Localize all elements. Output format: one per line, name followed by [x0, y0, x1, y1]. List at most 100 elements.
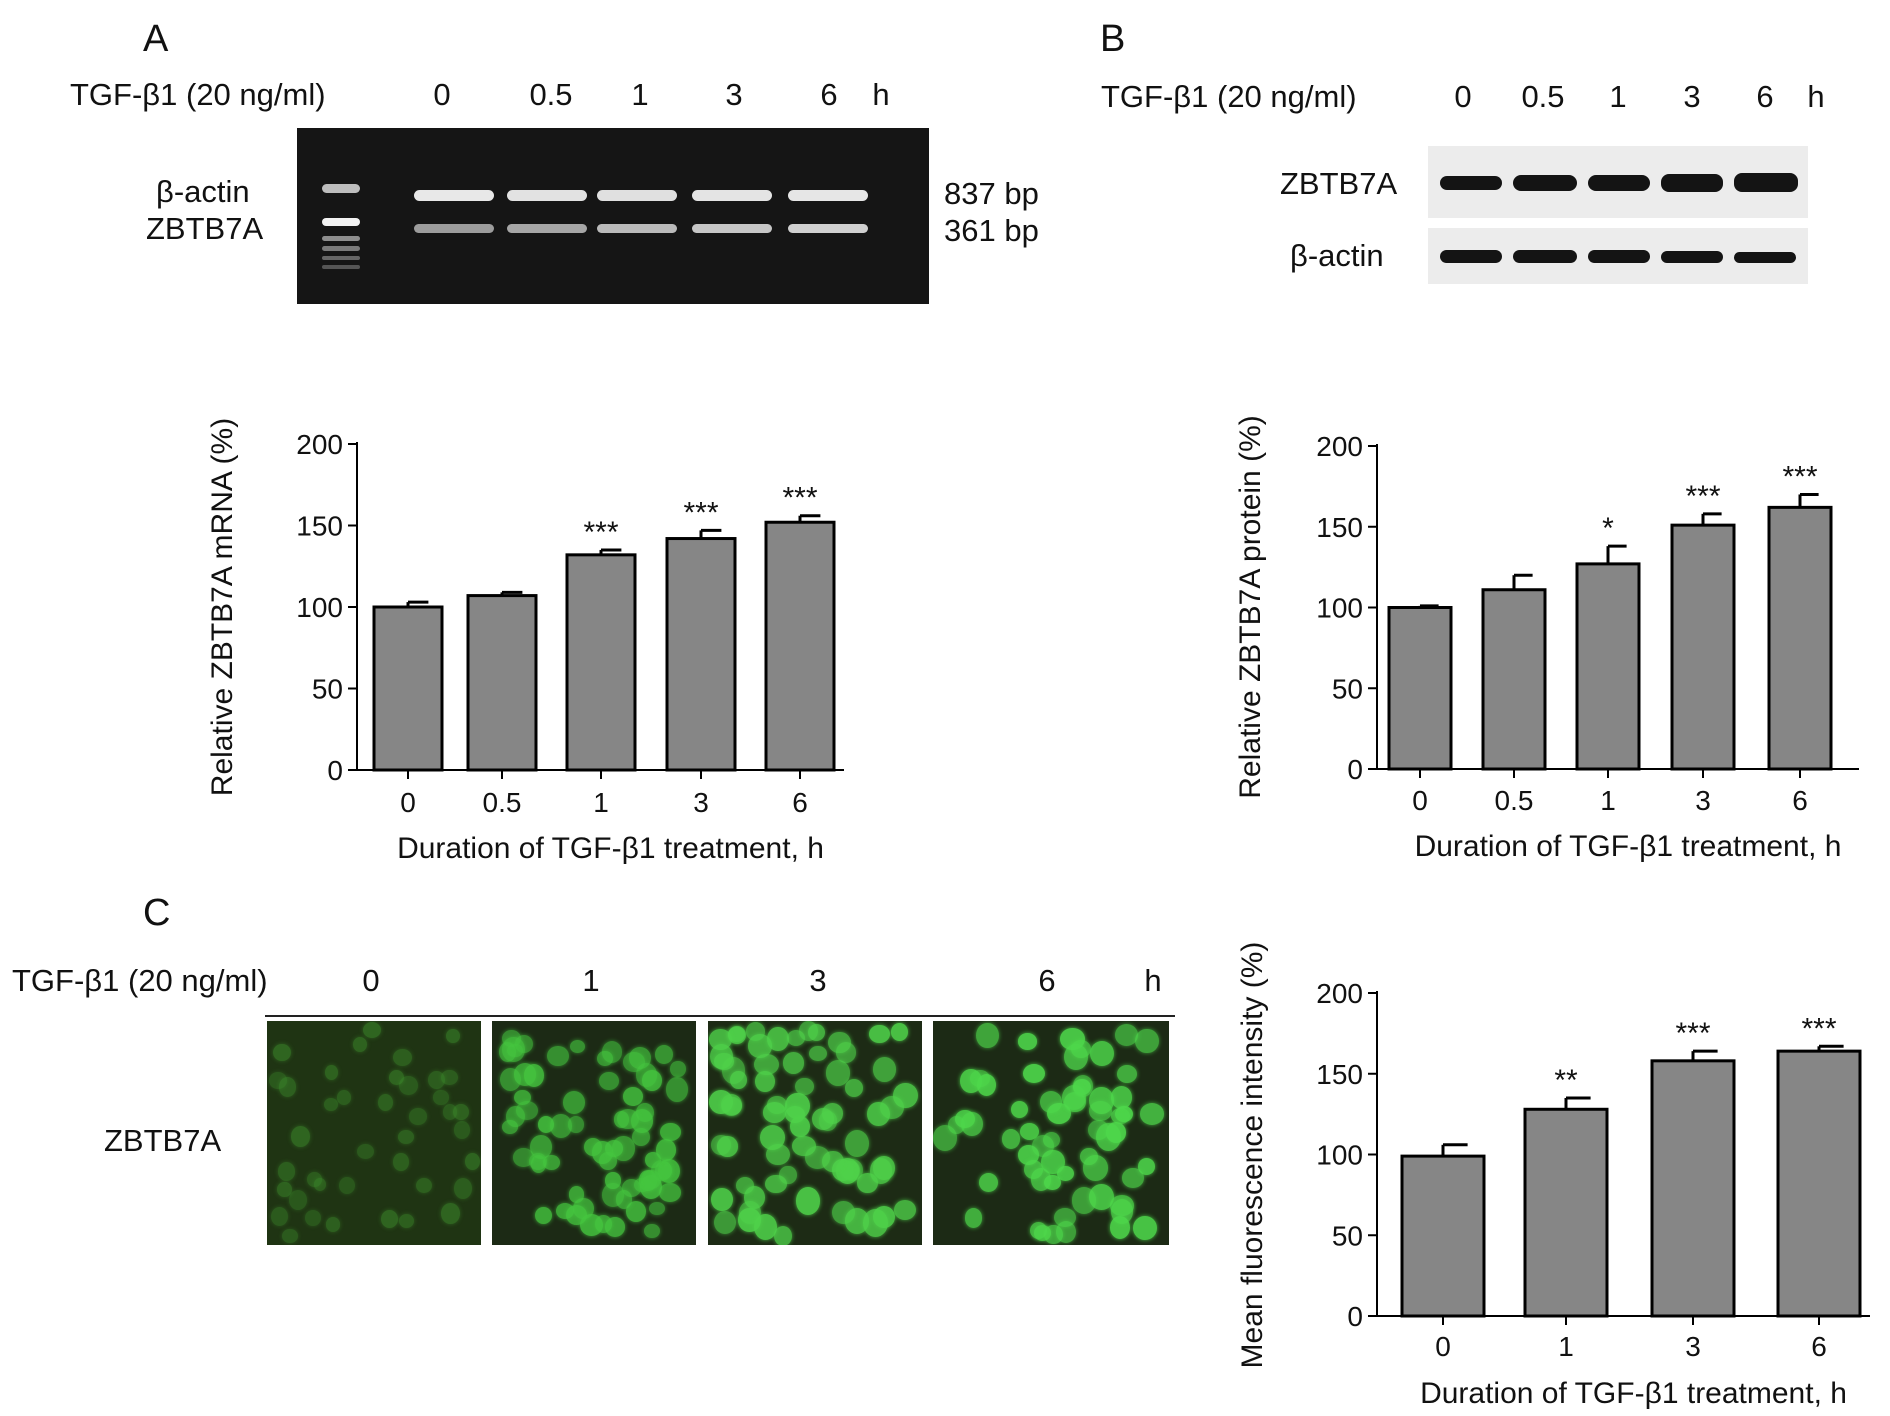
y-tick-label: 0: [1347, 754, 1363, 785]
panel-c-lane-label: 0: [362, 963, 380, 998]
significance-label: ***: [583, 516, 618, 549]
gel-band-zbtb7a: [597, 224, 677, 233]
cell-nucleus: [964, 1208, 983, 1228]
cell-nucleus: [307, 1172, 323, 1188]
cell-nucleus: [809, 1045, 827, 1061]
panel-a-size-361: 361 bp: [944, 213, 1039, 248]
gel-ladder-band: [322, 265, 360, 269]
panel-c-letter: C: [143, 892, 171, 934]
cell-nucleus: [392, 1153, 409, 1171]
cell-nucleus: [399, 1214, 415, 1229]
panel-c-row-label: ZBTB7A: [104, 1123, 222, 1158]
x-axis-title: Duration of TGF-β1 treatment, h: [397, 832, 824, 865]
cell-nucleus: [782, 1052, 804, 1074]
cell-nucleus: [1032, 1135, 1055, 1158]
cell-nucleus: [649, 1202, 666, 1216]
cell-nucleus: [714, 1210, 737, 1234]
cell-nucleus: [1139, 1103, 1164, 1125]
fluorescence-image: [492, 1021, 696, 1245]
cell-nucleus: [567, 1116, 584, 1133]
cell-nucleus: [453, 1178, 473, 1200]
cell-nucleus: [1117, 1065, 1137, 1084]
cell-nucleus: [960, 1068, 982, 1093]
cell-nucleus: [880, 1095, 905, 1119]
cell-nucleus: [710, 1135, 731, 1156]
cell-nucleus: [415, 1177, 432, 1194]
bar: [1387, 606, 1453, 771]
cell-nucleus: [714, 1052, 734, 1071]
cell-nucleus: [625, 1201, 647, 1223]
cell-nucleus: [514, 1034, 533, 1053]
panel-a-unit: h: [872, 77, 890, 112]
cell-nucleus: [795, 1187, 821, 1215]
cell-nucleus: [766, 1096, 788, 1114]
gel-ladder-band: [322, 218, 360, 226]
x-tick-label: 1: [593, 787, 609, 818]
x-tick-label: 3: [693, 787, 709, 818]
cell-nucleus: [599, 1072, 619, 1091]
blot-band: [1588, 250, 1650, 263]
gel-ladder-band: [322, 236, 360, 241]
cell-nucleus: [393, 1048, 412, 1066]
cell-nucleus: [755, 1071, 776, 1092]
panel-b-row-label-zbtb7a: ZBTB7A: [1280, 166, 1398, 201]
cell-nucleus: [779, 1165, 797, 1185]
cell-nucleus: [623, 1052, 645, 1072]
cell-nucleus: [499, 1068, 521, 1092]
cell-nucleus: [277, 1162, 295, 1181]
cell-nucleus: [822, 1151, 844, 1173]
x-tick-label: 3: [1695, 785, 1711, 816]
bar: [764, 520, 836, 772]
y-tick-label: 100: [296, 592, 343, 623]
significance-label: ***: [1685, 480, 1720, 513]
gel-ladder-band: [322, 246, 360, 251]
x-tick-label: 0.5: [1495, 785, 1534, 816]
cell-nucleus: [277, 1182, 292, 1197]
cell-nucleus: [976, 1022, 999, 1049]
cell-nucleus: [399, 1075, 419, 1095]
cell-nucleus: [278, 1077, 296, 1097]
cell-nucleus: [738, 1200, 761, 1225]
cell-nucleus: [1137, 1157, 1156, 1175]
cell-nucleus: [822, 1103, 844, 1125]
panel-a-lane-label: 0.5: [529, 77, 573, 112]
panel-c-lane-label: 1: [582, 963, 600, 998]
cell-nucleus: [784, 1106, 806, 1124]
cell-nucleus: [787, 1030, 806, 1047]
y-tick-label: 200: [1316, 431, 1363, 462]
bar: [1400, 1154, 1486, 1318]
cell-nucleus: [380, 1209, 398, 1228]
x-axis-title: Duration of TGF-β1 treatment, h: [1420, 1377, 1847, 1410]
cell-nucleus: [570, 1040, 586, 1054]
cell-nucleus: [727, 1027, 745, 1043]
panel-b-lane-label: 1: [1609, 79, 1627, 114]
cell-nucleus: [543, 1155, 560, 1170]
cell-nucleus: [641, 1069, 662, 1091]
panel-c-lane-label: 6: [1038, 963, 1056, 998]
cell-nucleus: [795, 1077, 814, 1096]
panel-b-lane-label: 0.5: [1521, 79, 1565, 114]
cell-nucleus: [336, 1090, 352, 1106]
cell-nucleus: [1106, 1122, 1127, 1143]
panel-c-treatment-label: TGF-β1 (20 ng/ml): [12, 963, 268, 998]
gel-band-zbtb7a: [692, 224, 772, 233]
bar: [1523, 1107, 1609, 1318]
significance-label: **: [1554, 1064, 1578, 1097]
y-tick-label: 50: [1332, 673, 1363, 704]
cell-nucleus: [1030, 1167, 1052, 1191]
y-tick-label: 50: [312, 674, 343, 705]
cell-nucleus: [595, 1215, 613, 1233]
cell-nucleus: [352, 1036, 367, 1052]
cell-nucleus: [562, 1091, 585, 1114]
cell-nucleus: [659, 1122, 682, 1142]
cell-nucleus: [1062, 1084, 1087, 1110]
cell-nucleus: [398, 1129, 415, 1144]
cell-nucleus: [622, 1087, 644, 1107]
cell-nucleus: [465, 1153, 480, 1171]
x-tick-label: 0.5: [483, 787, 522, 818]
cell-nucleus: [529, 1134, 552, 1159]
x-axis-title: Duration of TGF-β1 treatment, h: [1415, 830, 1842, 863]
cell-nucleus: [357, 1143, 374, 1159]
cell-nucleus: [273, 1043, 291, 1062]
cell-nucleus: [453, 1121, 471, 1139]
